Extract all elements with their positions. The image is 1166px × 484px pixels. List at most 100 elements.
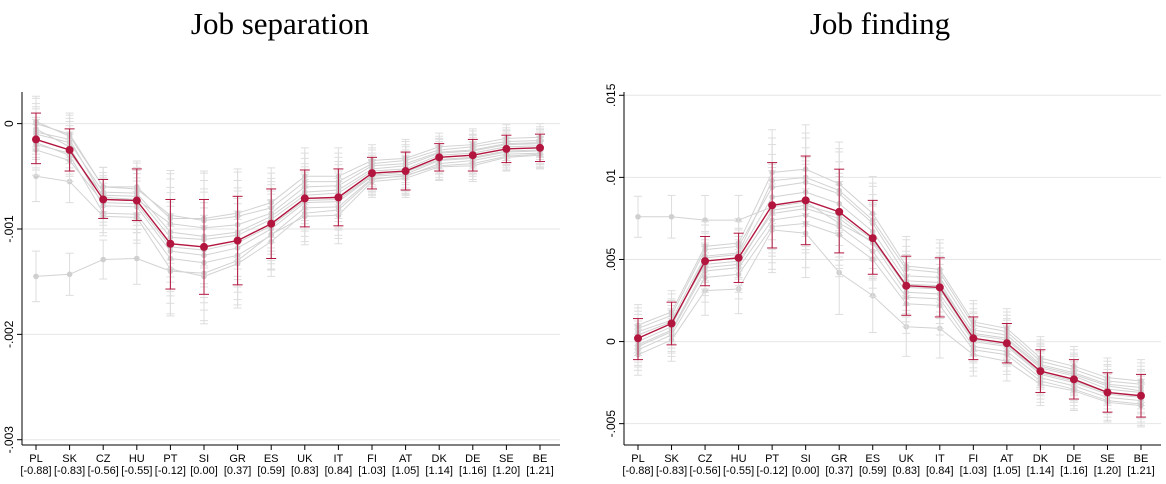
x-tick-label-be: BE: [533, 453, 548, 465]
x-tick-label-it: IT: [334, 453, 344, 465]
main-series-point-cz: [99, 195, 108, 204]
faint-series-line: [637, 208, 1142, 398]
main-series-point-dk: [1036, 367, 1045, 376]
main-series-point-de: [468, 151, 477, 160]
faint-series-line: [637, 181, 1142, 389]
x-tick-sublabel-uk: [0.83]: [893, 465, 921, 477]
faint-series-line: [35, 121, 541, 222]
x-tick-label-uk: UK: [899, 453, 915, 465]
main-series-point-pt: [768, 201, 777, 210]
y-tick-label: 0: [604, 338, 618, 345]
x-tick-sublabel-be: [1.21]: [1127, 465, 1155, 477]
faint-series-point: [668, 213, 675, 220]
x-tick-sublabel-si: [0.00]: [792, 465, 820, 477]
main-series-point-se: [1103, 388, 1112, 397]
main-series-point-be: [536, 143, 544, 152]
x-tick-label-sk: SK: [62, 453, 77, 465]
chart-title-job-separation: Job separation: [190, 6, 370, 41]
faint-series-point: [66, 271, 73, 278]
x-tick-sublabel-pt: [-0.12]: [757, 465, 788, 477]
x-tick-sublabel-gr: [0.37]: [825, 465, 853, 477]
x-tick-label-de: DE: [465, 453, 480, 465]
main-series-point-at: [401, 167, 410, 176]
x-tick-sublabel-se: [1.20]: [1094, 465, 1122, 477]
x-tick-label-pl: PL: [29, 453, 42, 465]
x-tick-label-sk: SK: [664, 453, 679, 465]
x-tick-sublabel-dk: [1.14]: [425, 465, 453, 477]
main-series-point-cz: [701, 257, 710, 266]
x-tick-sublabel-at: [1.05]: [993, 465, 1021, 477]
x-tick-label-si: SI: [800, 453, 810, 465]
y-tick-label: -.001: [2, 215, 16, 243]
faint-series-point: [635, 213, 641, 220]
x-tick-label-si: SI: [199, 453, 209, 465]
x-tick-label-fi: FI: [968, 453, 978, 465]
x-tick-sublabel-es: [0.59]: [257, 465, 285, 477]
faint-series-line: [638, 201, 1142, 392]
y-tick-label: .01: [604, 169, 618, 186]
x-tick-sublabel-dk: [1.14]: [1027, 465, 1055, 477]
y-tick-label: .015: [604, 83, 618, 107]
x-tick-label-at: AT: [399, 453, 413, 465]
x-tick-label-es: ES: [865, 453, 880, 465]
x-tick-sublabel-sk: [-0.83]: [54, 465, 85, 477]
x-tick-label-se: SE: [1100, 453, 1115, 465]
main-series-point-it: [935, 283, 944, 292]
main-series-point-at: [1002, 339, 1011, 348]
x-tick-sublabel-cz: [-0.56]: [88, 465, 119, 477]
y-tick-label: -.003: [2, 426, 16, 454]
faint-series-line: [637, 222, 1142, 405]
x-tick-label-uk: UK: [297, 453, 313, 465]
main-series-point-de: [1069, 375, 1078, 384]
main-series-point-hu: [132, 196, 141, 205]
x-tick-label-pt: PT: [765, 453, 779, 465]
main-series-point-it: [334, 193, 343, 202]
x-tick-sublabel-uk: [0.83]: [291, 465, 319, 477]
x-tick-label-de: DE: [1066, 453, 1081, 465]
faint-series-line: [637, 176, 1142, 385]
main-series-line: [35, 138, 541, 248]
y-tick-label: -.002: [2, 320, 16, 348]
x-tick-label-at: AT: [1000, 453, 1014, 465]
x-tick-label-it: IT: [935, 453, 945, 465]
x-tick-label-hu: HU: [731, 453, 747, 465]
x-tick-label-fi: FI: [367, 453, 377, 465]
x-tick-label-hu: HU: [129, 453, 145, 465]
y-tick-label: -.005: [604, 410, 618, 438]
x-tick-label-cz: CZ: [698, 453, 713, 465]
x-tick-sublabel-se: [1.20]: [493, 465, 521, 477]
plot-1: .015.01.0050-.005PL[-0.88]SK[-0.83]CZ[-0…: [604, 83, 1161, 477]
x-tick-label-es: ES: [264, 453, 279, 465]
x-tick-sublabel-gr: [0.37]: [224, 465, 252, 477]
x-tick-label-pl: PL: [631, 453, 644, 465]
x-tick-sublabel-si: [0.00]: [190, 465, 218, 477]
main-series-point-uk: [300, 194, 309, 203]
main-series-point-fi: [368, 169, 376, 178]
main-series-point-pt: [166, 239, 175, 248]
x-tick-label-cz: CZ: [96, 453, 111, 465]
x-tick-sublabel-pl: [-0.88]: [20, 465, 51, 477]
x-tick-sublabel-pl: [-0.88]: [622, 465, 653, 477]
faint-series-line: [637, 214, 1142, 402]
x-tick-sublabel-de: [1.16]: [1060, 465, 1088, 477]
faint-series-line: [35, 142, 541, 264]
main-series-point-pl: [32, 135, 40, 144]
x-tick-label-gr: GR: [831, 453, 848, 465]
main-series-point-be: [1137, 391, 1145, 400]
x-tick-sublabel-at: [1.05]: [392, 465, 420, 477]
main-series-point-gr: [835, 207, 844, 216]
x-tick-label-pt: PT: [163, 453, 177, 465]
faint-series-line: [35, 128, 541, 256]
x-tick-label-be: BE: [1134, 453, 1149, 465]
main-series-point-hu: [734, 253, 743, 262]
main-series-point-se: [502, 144, 511, 153]
x-tick-sublabel-cz: [-0.56]: [689, 465, 720, 477]
x-tick-label-dk: DK: [432, 453, 448, 465]
x-tick-sublabel-es: [0.59]: [859, 465, 887, 477]
faint-series-point: [33, 273, 39, 280]
main-series-point-es: [868, 234, 877, 243]
faint-series-line: [35, 133, 541, 237]
chart-title-job-finding: Job finding: [809, 6, 951, 41]
x-tick-sublabel-de: [1.16]: [459, 465, 487, 477]
